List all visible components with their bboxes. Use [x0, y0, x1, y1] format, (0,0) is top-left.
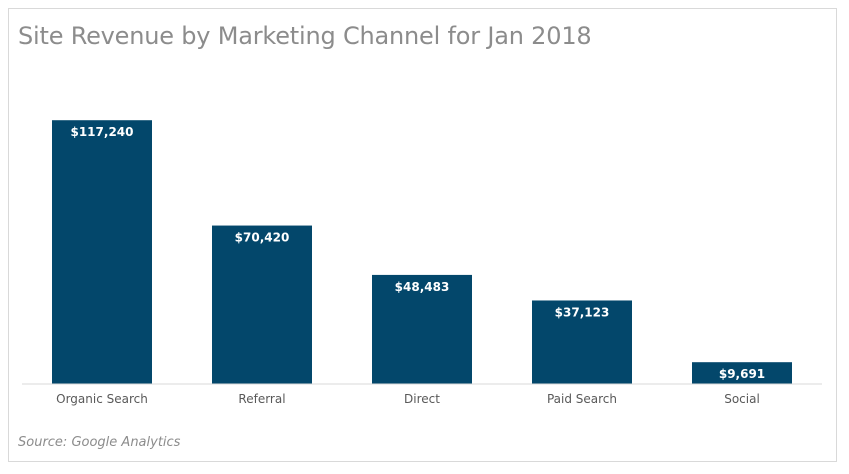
bar-direct	[372, 274, 472, 384]
x-tick-label-direct: Direct	[404, 392, 440, 406]
bar-referral	[212, 225, 312, 384]
data-label-direct: $48,483	[395, 280, 450, 294]
data-label-social: $9,691	[719, 367, 765, 381]
data-label-paid-search: $37,123	[555, 305, 610, 319]
source-note: Source: Google Analytics	[18, 435, 181, 450]
chart-title: Site Revenue by Marketing Channel for Ja…	[18, 22, 592, 50]
bar-paid-search	[532, 300, 632, 384]
x-tick-label-organic-search: Organic Search	[56, 392, 148, 406]
bars-group	[52, 120, 792, 385]
bar-organic-search	[52, 120, 152, 385]
data-label-referral: $70,420	[235, 231, 290, 245]
x-tick-label-referral: Referral	[238, 392, 285, 406]
x-tick-label-social: Social	[724, 392, 760, 406]
labels-group: $117,240 Organic Search $70,420 Referral $48…	[56, 125, 765, 406]
bar-social	[692, 362, 792, 384]
data-label-organic-search: $117,240	[70, 125, 133, 139]
x-tick-label-paid-search: Paid Search	[547, 392, 617, 406]
